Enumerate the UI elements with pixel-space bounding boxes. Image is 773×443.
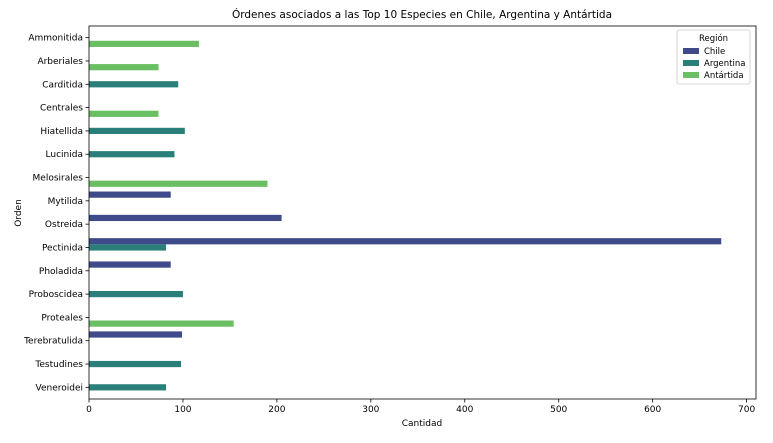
y-tick-label: Ostreida <box>45 220 83 230</box>
legend-swatch-argentina <box>683 60 699 66</box>
x-axis-label: Cantidad <box>402 419 442 429</box>
bar-antártida-arberiales <box>89 64 159 71</box>
y-tick-label: Proteales <box>41 313 83 323</box>
plot-area: Ammonitida Arberiales Carditida Centrales Hi… <box>23 25 757 415</box>
plot-frame <box>88 25 757 400</box>
bar-argentina-hiatellida <box>89 127 185 135</box>
bar-antártida-melosirales <box>89 180 268 187</box>
bar-antártida-proteales <box>89 320 234 327</box>
y-tick-label: Lucinida <box>46 150 83 160</box>
x-tick-label: 500 <box>550 405 567 415</box>
bar-argentina-lucinida <box>89 151 175 158</box>
y-tick-label: Centrales <box>40 104 83 114</box>
y-tick-label: Carditida <box>42 80 83 90</box>
y-tick-label: Arberiales <box>37 57 83 67</box>
y-tick-label: Proboscidea <box>29 290 83 300</box>
x-tick-label: 200 <box>268 405 285 415</box>
bar-chile-pectinida <box>89 238 722 245</box>
y-tick-label: Ammonitida <box>28 34 83 44</box>
x-tick-label: 700 <box>738 405 755 415</box>
bar-argentina-carditida <box>89 81 179 88</box>
bar-chile-mytilida <box>89 191 171 198</box>
legend-swatch-chile <box>683 48 699 54</box>
bar-antártida-centrales <box>89 110 159 117</box>
x-tick-label: 0 <box>86 405 92 415</box>
bar-argentina-proboscidea <box>89 290 183 298</box>
legend-entry-argentina: Argentina <box>704 59 745 69</box>
bar-chile-ostreida <box>89 214 282 222</box>
bar-argentina-pectinida <box>89 244 167 251</box>
x-tick-label: 300 <box>362 405 379 415</box>
bar-chile-pholadida <box>89 261 171 268</box>
y-tick-label: Hiatellida <box>40 127 83 137</box>
bar-argentina-testudines <box>89 360 182 368</box>
x-tick-label: 600 <box>644 405 661 415</box>
bar-chile-terebratulida <box>89 331 183 338</box>
y-tick-label: Pectinida <box>42 243 83 253</box>
y-tick-label: Terebratulida <box>23 337 83 347</box>
legend-entry-chile: Chile <box>704 47 725 57</box>
bar-argentina-veneroidei <box>89 384 167 391</box>
bar-antártida-ammonitida <box>89 40 199 47</box>
y-tick-label: Mytilida <box>48 197 83 207</box>
y-tick-label: Veneroidei <box>36 383 84 393</box>
y-tick-label: Melosirales <box>33 174 84 184</box>
legend-box <box>676 29 751 85</box>
legend-title: Región <box>699 33 728 44</box>
x-tick-label: 400 <box>456 405 473 415</box>
y-axis-label: Orden <box>14 199 24 227</box>
legend-swatch-antártida <box>683 72 699 78</box>
x-tick-label: 100 <box>174 405 191 415</box>
y-tick-label: Testudines <box>34 360 83 370</box>
legend: Región Chile Argentina Antártida <box>676 29 751 85</box>
y-tick-label: Pholadida <box>39 267 83 277</box>
legend-entry-antártida: Antártida <box>704 71 744 81</box>
chart-title: Órdenes asociados a las Top 10 Especies … <box>232 8 612 21</box>
